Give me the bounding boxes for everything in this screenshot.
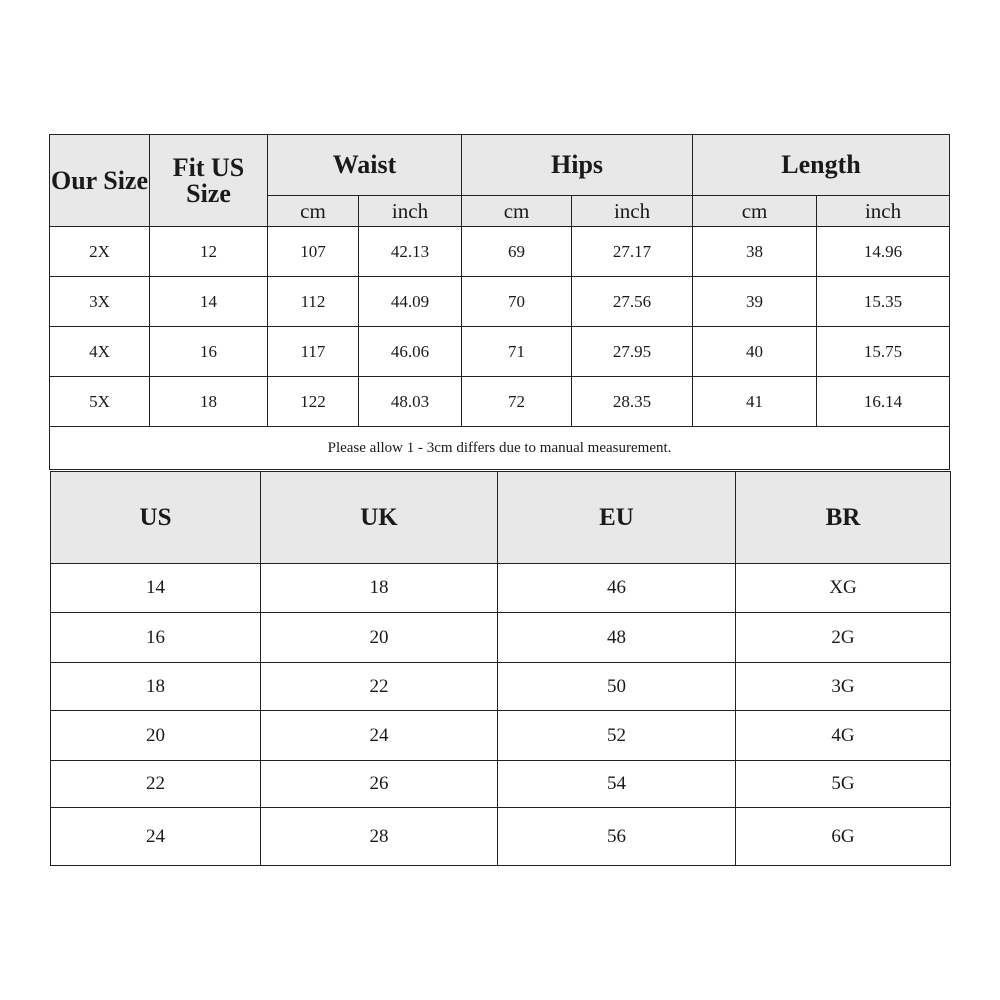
- table-cell: 15.35: [816, 276, 951, 327]
- table-cell: 5G: [735, 760, 951, 808]
- table-cell: 16: [149, 326, 268, 377]
- unit-header-cm: cm: [267, 195, 359, 227]
- table-cell: 107: [267, 226, 359, 277]
- table-cell: 22: [50, 760, 261, 808]
- table-row: 24 28 56 6G: [50, 807, 951, 866]
- table-cell: 14.96: [816, 226, 951, 277]
- header-br: BR: [735, 471, 951, 564]
- table-cell: 28: [260, 807, 498, 866]
- header-uk: UK: [260, 471, 498, 564]
- unit-header-inch: inch: [357, 195, 463, 227]
- table-cell: 18: [50, 662, 261, 711]
- table-cell: 18: [149, 376, 268, 427]
- table-cell: 20: [50, 710, 261, 761]
- size-conversion-table: US UK EU BR 14 18 46 XG 16 20 48 2G 18 22 50 3G 20 24 52 4…: [50, 471, 951, 866]
- table-cell: 44.09: [357, 276, 463, 327]
- unit-header-cm: cm: [461, 195, 573, 227]
- table-cell: 48: [497, 612, 736, 663]
- measurement-table: Our Size Fit US Size Waist Hips Length c…: [48, 134, 951, 470]
- header-our-size: Our Size: [49, 134, 150, 227]
- table-row: 20 24 52 4G: [50, 710, 951, 761]
- table-cell: 42.13: [357, 226, 463, 277]
- table-cell: 38: [692, 226, 818, 277]
- table-cell: 24: [50, 807, 261, 866]
- table-cell: 56: [497, 807, 736, 866]
- table-row: 16 20 48 2G: [50, 612, 951, 663]
- header-waist: Waist: [266, 134, 463, 196]
- table-cell: 40: [692, 326, 818, 377]
- table-cell: 70: [461, 276, 573, 327]
- table-row: 14 18 46 XG: [50, 563, 951, 613]
- table-cell: 26: [260, 760, 498, 808]
- unit-header-inch: inch: [816, 195, 951, 227]
- header-fit-us-size: Fit US Size: [149, 134, 268, 227]
- table-cell: 15.75: [816, 326, 951, 377]
- header-hips: Hips: [461, 134, 694, 196]
- table-cell: 69: [461, 226, 573, 277]
- table-cell: 27.56: [571, 276, 694, 327]
- table-cell: 27.17: [571, 226, 694, 277]
- header-eu: EU: [497, 471, 736, 564]
- table-row: 3X 14 112 44.09 70 27.56 39 15.35: [49, 276, 951, 327]
- table-cell: 50: [497, 662, 736, 711]
- table-cell: 117: [267, 326, 359, 377]
- table-cell: 122: [267, 376, 359, 427]
- table-cell: 54: [497, 760, 736, 808]
- header-us: US: [50, 471, 261, 564]
- table-cell: 112: [267, 276, 359, 327]
- table-cell: 27.95: [571, 326, 694, 377]
- table-cell: 24: [260, 710, 498, 761]
- table-cell: 4X: [49, 326, 150, 377]
- table-cell: 2G: [735, 612, 951, 663]
- table-row: 22 26 54 5G: [50, 760, 951, 808]
- table-row: 18 22 50 3G: [50, 662, 951, 711]
- table-cell: 14: [50, 563, 261, 613]
- table-cell: 71: [461, 326, 573, 377]
- table-cell: 4G: [735, 710, 951, 761]
- table-cell: 18: [260, 563, 498, 613]
- table-cell: 5X: [49, 376, 150, 427]
- table-cell: 20: [260, 612, 498, 663]
- table-row: 5X 18 122 48.03 72 28.35 41 16.14: [49, 376, 951, 427]
- unit-header-inch: inch: [571, 195, 694, 227]
- table-row: 2X 12 107 42.13 69 27.17 38 14.96: [49, 226, 951, 277]
- table-cell: 48.03: [357, 376, 463, 427]
- header-length: Length: [692, 134, 951, 196]
- table-cell: 16: [50, 612, 261, 663]
- table-cell: 72: [461, 376, 573, 427]
- table-cell: 3G: [735, 662, 951, 711]
- table-cell: 41: [692, 376, 818, 427]
- table-cell: 2X: [49, 226, 150, 277]
- table-cell: 3X: [49, 276, 150, 327]
- table-cell: 6G: [735, 807, 951, 866]
- measurement-note: Please allow 1 - 3cm differs due to manu…: [48, 426, 951, 470]
- table-cell: 12: [149, 226, 268, 277]
- unit-header-cm: cm: [692, 195, 818, 227]
- table-cell: 46: [497, 563, 736, 613]
- table-row: 4X 16 117 46.06 71 27.95 40 15.75: [49, 326, 951, 377]
- table-cell: 22: [260, 662, 498, 711]
- table-cell: 52: [497, 710, 736, 761]
- table-cell: 46.06: [357, 326, 463, 377]
- table-cell: 14: [149, 276, 268, 327]
- table-cell: 28.35: [571, 376, 694, 427]
- table-cell: 39: [692, 276, 818, 327]
- table-cell: 16.14: [816, 376, 951, 427]
- table-cell: XG: [735, 563, 951, 613]
